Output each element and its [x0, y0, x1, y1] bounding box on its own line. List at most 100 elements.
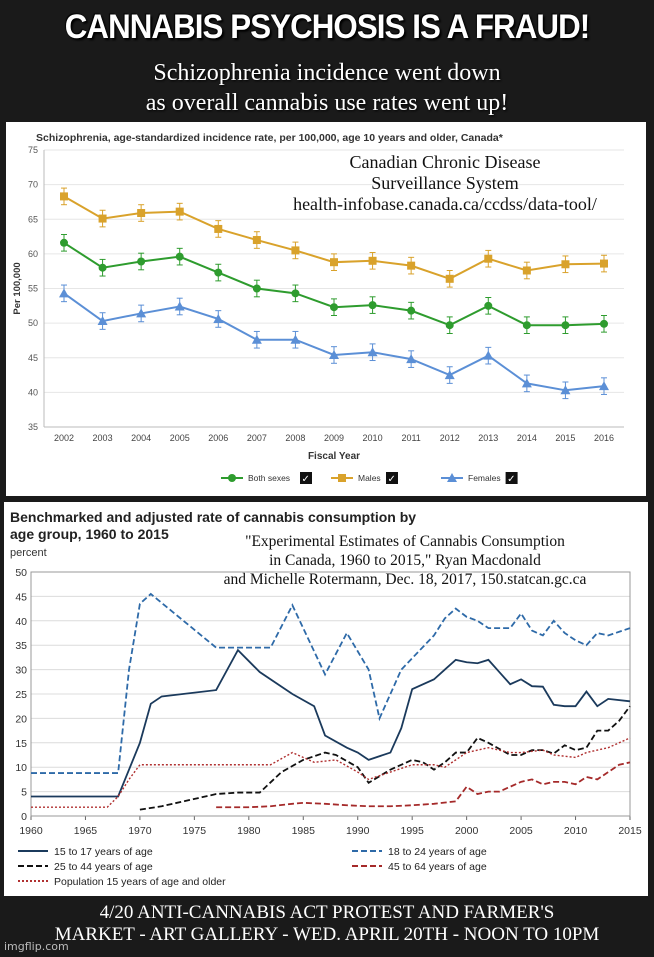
chart-1-point — [368, 256, 377, 265]
chart-1-point — [599, 381, 609, 391]
chart-1-x-tick-label: 2009 — [324, 433, 344, 443]
chart-2-legend-label: 18 to 24 years of age — [388, 846, 487, 858]
source-1-line-2: Surveillance System — [371, 173, 519, 193]
chart-1-point — [98, 263, 107, 272]
chart-1-point — [522, 321, 531, 330]
chart-2-y-tick-label: 50 — [15, 567, 27, 579]
chart-1-point — [368, 301, 377, 310]
chart-2-x-tick-label: 2010 — [564, 825, 588, 837]
chart-1-y-tick-label: 40 — [28, 387, 38, 397]
chart-1-point — [561, 260, 570, 269]
chart-2-y-axis-label: percent — [10, 547, 47, 559]
chart-1-point — [522, 266, 531, 275]
chart-1-legend-label: Females — [468, 473, 501, 483]
chart-1-x-tick-label: 2015 — [555, 433, 575, 443]
chart-1-x-tick-label: 2008 — [285, 433, 305, 443]
chart-1-point — [330, 303, 338, 312]
chart-1-point — [406, 354, 417, 364]
chart-2-series-line — [216, 761, 631, 809]
chart-1-y-tick-label: 35 — [28, 422, 38, 432]
chart-2-x-tick-label: 1990 — [346, 825, 370, 837]
chart-1-point — [137, 257, 146, 266]
chart-1-point — [214, 268, 223, 277]
chart-1-point — [444, 370, 455, 380]
meme-subtitle-line-1: Schizophrenia incidence went down — [153, 60, 501, 86]
chart-1-point — [213, 313, 224, 323]
chart-1-point — [291, 246, 300, 255]
chart-1-title: Schizophrenia, age-standardized incidenc… — [36, 132, 504, 144]
chart-1-y-tick-label: 60 — [28, 249, 38, 259]
chart-1-point — [59, 288, 69, 298]
chart-1-point — [329, 349, 339, 359]
chart-1-point — [484, 301, 493, 310]
chart-1-point — [175, 207, 184, 216]
chart-1-point — [445, 274, 454, 283]
chart-1-legend-checkbox — [386, 472, 398, 484]
chart-1-point — [252, 236, 261, 245]
chart-1-point — [521, 378, 532, 388]
chart-1-x-tick-label: 2004 — [131, 433, 151, 443]
source-overlay-2: "Experimental Estimates of Cannabis Cons… — [165, 532, 645, 589]
chart-2-y-tick-label: 5 — [21, 787, 27, 799]
chart-1-point — [97, 316, 108, 326]
chart-1-point — [136, 308, 147, 318]
chart-1-legend-marker — [338, 474, 346, 482]
chart-1-legend-check: ✓ — [302, 474, 310, 485]
chart-1-y-tick-label: 70 — [28, 180, 38, 190]
watermark: imgflip.com — [4, 940, 69, 953]
chart-1-point — [407, 306, 416, 315]
chart-1-x-tick-label: 2003 — [93, 433, 113, 443]
chart-2-x-tick-label: 1985 — [292, 825, 316, 837]
chart-1-y-tick-label: 75 — [28, 145, 38, 155]
chart-2-x-tick-label: 2005 — [509, 825, 533, 837]
chart-1-legend-label: Males — [358, 473, 381, 483]
chart-1-point — [367, 347, 378, 357]
chart-1-point — [252, 284, 261, 293]
chart-2-y-tick-label: 20 — [15, 713, 27, 725]
schizophrenia-chart-panel: Schizophrenia, age-standardized incidenc… — [6, 122, 646, 496]
chart-1-x-tick-label: 2010 — [363, 433, 383, 443]
meme-title: CANNABIS PSYCHOSIS IS A FRAUD! — [64, 8, 590, 46]
cannabis-chart: Benchmarked and adjusted rate of cannabi… — [10, 509, 642, 888]
chart-1-point — [174, 301, 185, 311]
chart-2-y-tick-label: 40 — [15, 616, 27, 628]
chart-1-legend-label: Both sexes — [248, 473, 290, 483]
chart-1-legend-checkbox — [300, 472, 312, 484]
source-1-line-1: Canadian Chronic Disease — [349, 152, 541, 172]
chart-1-legend-marker — [447, 473, 457, 482]
chart-1-y-tick-label: 45 — [28, 353, 38, 363]
chart-2-series-line — [31, 737, 631, 808]
chart-2-y-tick-label: 25 — [15, 689, 27, 701]
chart-2-x-tick-label: 1965 — [74, 825, 98, 837]
chart-1-point — [290, 334, 301, 344]
chart-1-x-tick-label: 2006 — [208, 433, 228, 443]
chart-1-point — [60, 238, 68, 247]
source-2-line-3: and Michelle Rotermann, Dec. 18, 2017, 1… — [223, 571, 587, 588]
chart-2-x-tick-label: 1960 — [19, 825, 43, 837]
chart-1-y-tick-label: 50 — [28, 318, 38, 328]
chart-2-legend-label: 25 to 44 years of age — [54, 861, 153, 873]
chart-2-y-tick-label: 45 — [15, 591, 27, 603]
chart-1-point — [484, 254, 493, 263]
chart-2-plot-frame — [30, 571, 631, 817]
chart-1-point — [561, 321, 570, 330]
source-2-line-1: "Experimental Estimates of Cannabis Cons… — [245, 533, 565, 550]
chart-1-legend-check: ✓ — [507, 474, 515, 485]
chart-1-point — [137, 209, 146, 218]
source-1-line-3: health-infobase.canada.ca/ccdss/data-too… — [293, 194, 597, 214]
chart-2-series-line — [31, 648, 631, 798]
chart-1-legend-check: ✓ — [388, 474, 396, 485]
chart-2-y-tick-label: 30 — [15, 665, 27, 677]
chart-1-x-tick-label: 2011 — [401, 433, 420, 443]
chart-1-x-tick-label: 2002 — [54, 433, 74, 443]
chart-1-x-tick-label: 2014 — [517, 433, 537, 443]
chart-2-y-tick-label: 35 — [15, 640, 27, 652]
chart-1-point — [483, 350, 494, 360]
chart-2-series-line — [31, 592, 631, 774]
chart-1-point — [330, 258, 338, 267]
chart-2-y-tick-label: 10 — [15, 762, 27, 774]
chart-2-legend-label: 45 to 64 years of age — [388, 861, 487, 873]
chart-1-x-tick-label: 2013 — [478, 433, 498, 443]
chart-2-x-tick-label: 1995 — [401, 825, 425, 837]
chart-2-title-line-2: age group, 1960 to 2015 — [10, 526, 169, 542]
